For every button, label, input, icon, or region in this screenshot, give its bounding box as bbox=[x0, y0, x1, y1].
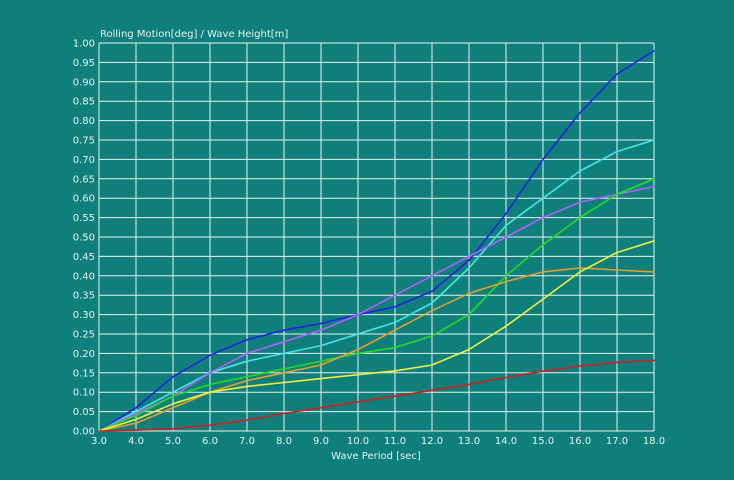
y-tick-label: 0.40 bbox=[73, 271, 95, 282]
x-tick-label: 5.0 bbox=[165, 436, 181, 447]
series-line-2 bbox=[98, 139, 655, 432]
y-tick-label: 0.65 bbox=[73, 174, 95, 185]
x-tick-label: 11.0 bbox=[384, 436, 406, 447]
x-tick-label: 17.0 bbox=[606, 436, 628, 447]
y-tick-label: 0.70 bbox=[73, 155, 95, 166]
y-tick-label: 0.20 bbox=[73, 349, 95, 360]
y-tick-label: 0.10 bbox=[73, 388, 95, 399]
x-tick-label: 6.0 bbox=[202, 436, 218, 447]
x-tick-label: 7.0 bbox=[239, 436, 255, 447]
x-axis-title: Wave Period [sec] bbox=[331, 451, 421, 462]
x-tick-label: 12.0 bbox=[421, 436, 443, 447]
series-group bbox=[98, 49, 655, 432]
y-tick-label: 0.85 bbox=[73, 97, 95, 108]
y-tick-label: 0.00 bbox=[73, 427, 95, 438]
y-axis-title: Rolling Motion[deg] / Wave Height[m] bbox=[100, 29, 288, 40]
y-tick-label: 0.95 bbox=[73, 58, 95, 69]
y-axis-ticks: 0.00 0.05 0.10 0.15 0.20 0.25 0.30 0.35 0.40 0.45… bbox=[73, 39, 95, 438]
y-tick-label: 0.55 bbox=[73, 213, 95, 224]
x-tick-label: 4.0 bbox=[128, 436, 144, 447]
y-tick-label: 0.90 bbox=[73, 77, 95, 88]
x-tick-label: 13.0 bbox=[458, 436, 480, 447]
x-tick-label: 10.0 bbox=[347, 436, 369, 447]
x-tick-label: 8.0 bbox=[276, 436, 292, 447]
x-tick-label: 14.0 bbox=[495, 436, 517, 447]
y-tick-label: 0.60 bbox=[73, 194, 95, 205]
series-line-7 bbox=[98, 359, 655, 432]
x-tick-label: 18.0 bbox=[643, 436, 665, 447]
x-tick-label: 16.0 bbox=[569, 436, 591, 447]
y-tick-label: 0.05 bbox=[73, 407, 95, 418]
y-tick-label: 0.15 bbox=[73, 368, 95, 379]
series-line-4 bbox=[98, 178, 655, 432]
y-tick-label: 1.00 bbox=[73, 39, 95, 50]
x-tick-label: 3.0 bbox=[91, 436, 107, 447]
x-axis-ticks: 3.0 4.0 5.0 6.0 7.0 8.0 9.0 10.0 11.0 12.0 13.0 14.… bbox=[91, 436, 665, 447]
y-tick-label: 0.30 bbox=[73, 310, 95, 321]
y-tick-label: 0.25 bbox=[73, 330, 95, 341]
x-tick-label: 15.0 bbox=[532, 436, 554, 447]
series-line-5 bbox=[98, 267, 655, 432]
series-line-6 bbox=[98, 240, 655, 432]
series-line-3 bbox=[98, 185, 655, 432]
y-tick-label: 0.45 bbox=[73, 252, 95, 263]
series-line-1 bbox=[98, 49, 655, 432]
y-tick-label: 0.80 bbox=[73, 116, 95, 127]
x-tick-label: 9.0 bbox=[313, 436, 329, 447]
y-tick-label: 0.50 bbox=[73, 233, 95, 244]
y-tick-label: 0.35 bbox=[73, 291, 95, 302]
y-tick-label: 0.75 bbox=[73, 136, 95, 147]
